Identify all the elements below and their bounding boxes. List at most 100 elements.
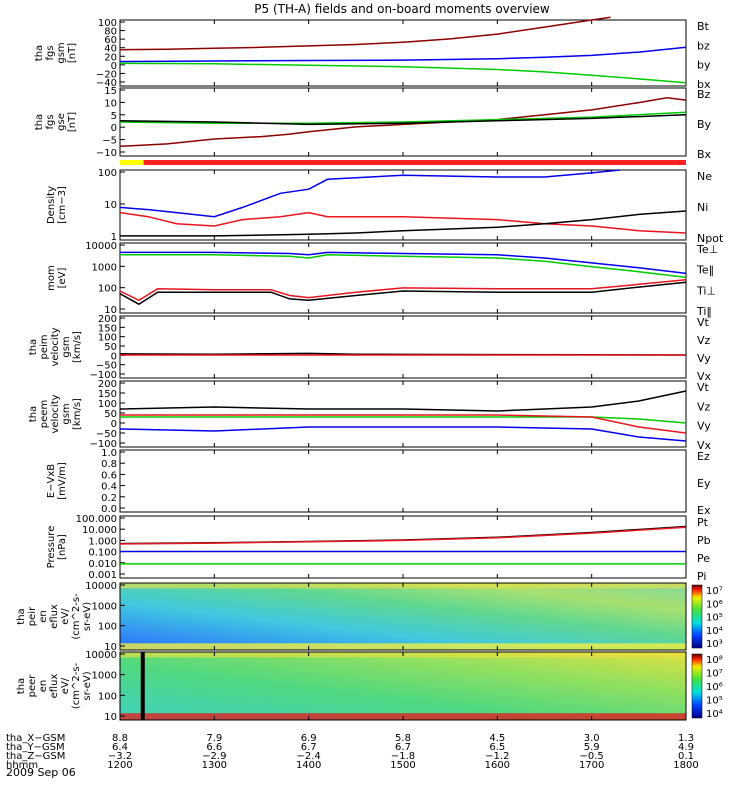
- legend-entry: Ne: [697, 170, 712, 183]
- y-tick-label: 15: [104, 86, 117, 97]
- x-tick-label: 6.9: [301, 733, 317, 744]
- series-bt: [119, 16, 611, 51]
- y-axis-label: sr-eV): [82, 671, 93, 700]
- y-tick-label: 100: [98, 333, 117, 344]
- legend-entry: Ex: [697, 504, 711, 517]
- y-tick-label: −100: [90, 370, 117, 381]
- x-tick-label: 5.8: [395, 733, 411, 744]
- x-row-label: tha_Z−GSM: [6, 751, 65, 762]
- x-tick-label: 4.5: [489, 733, 505, 744]
- y-axis-label: en: [38, 680, 49, 693]
- panel-frame: [119, 169, 687, 241]
- y-tick-label: −20: [96, 69, 117, 80]
- colorbar-tick-label: 10⁴: [706, 709, 723, 720]
- panel-frame: [119, 515, 687, 579]
- y-tick-label: 5: [111, 111, 117, 122]
- series-vy: [120, 416, 687, 424]
- x-tick-label: −2.9: [202, 751, 226, 762]
- y-tick-label: 0.010: [88, 559, 117, 570]
- colorbar-tick-label: 10⁵: [706, 613, 723, 624]
- legend-entry: Bt: [697, 20, 710, 33]
- legend-entry: Vy: [697, 420, 711, 433]
- y-tick-label: 1: [111, 232, 117, 243]
- x-tick-label: −0.5: [580, 751, 604, 762]
- x-tick-label: −3.2: [108, 751, 132, 762]
- y-tick-label: 150: [98, 389, 117, 400]
- y-axis-label: fgs: [45, 45, 56, 60]
- series-npot: [119, 169, 621, 218]
- y-tick-label: −5: [102, 136, 117, 147]
- y-tick-label: 0.001: [88, 570, 117, 581]
- legend-entry: Pb: [697, 534, 711, 547]
- legend-entry: Pt: [697, 516, 709, 529]
- legend-entry: By: [697, 118, 712, 131]
- series-bx: [119, 113, 687, 126]
- legend-entry: by: [697, 59, 711, 72]
- date-label: 2009 Sep 06: [6, 766, 76, 779]
- legend-entry: Vt: [697, 316, 710, 329]
- y-axis-label: tha: [28, 339, 39, 355]
- series-ni: [120, 210, 687, 237]
- y-axis-label: gsm: [56, 42, 67, 63]
- colorbar-tick-label: 10⁵: [706, 696, 723, 707]
- legend-entry: Pi: [697, 570, 706, 583]
- y-axis-label: (cm^2-s-: [71, 593, 82, 640]
- y-axis-label: Pressure: [46, 526, 57, 569]
- x-tick-label: 3.0: [584, 733, 600, 744]
- y-tick-label: 80: [104, 27, 117, 38]
- y-tick-label: 10.000: [82, 525, 117, 536]
- y-tick-label: 100: [98, 284, 117, 295]
- y-axis-label: peim: [39, 334, 50, 359]
- mode-status-bar: [120, 160, 687, 165]
- y-axis-label: peem: [39, 400, 50, 428]
- y-tick-label: −50: [96, 429, 117, 440]
- y-axis-label: peer: [27, 674, 38, 698]
- legend-entry: bz: [697, 39, 710, 52]
- x-row-label: tha_Y−GSM: [6, 742, 65, 753]
- x-tick-label: −1.8: [391, 751, 415, 762]
- series-by: [119, 111, 687, 124]
- y-tick-label: 0.6: [101, 470, 117, 481]
- panel-4: 10000 1000 100 10 mom [eV] Te⊥ Te‖ Ti⊥ Ti‖: [46, 241, 718, 318]
- y-tick-label: 150: [98, 323, 117, 334]
- y-tick-label: 0: [111, 351, 117, 362]
- y-tick-label: 1.000: [88, 536, 117, 547]
- legend-entry: Bz: [697, 88, 711, 101]
- legend-entry: bx: [697, 78, 711, 91]
- y-axis-label: tha: [16, 678, 27, 694]
- y-tick-label: 60: [104, 35, 117, 46]
- y-tick-label: 100.000: [76, 514, 117, 525]
- figure-title: P5 (TH-A) fields and on-board moments ov…: [254, 2, 550, 16]
- x-tick-label: 4.9: [678, 742, 694, 753]
- colorbar: [691, 653, 703, 719]
- y-axis-label: fgs: [45, 114, 56, 129]
- y-axis-label: sr-eV): [82, 602, 93, 631]
- series-ti: [120, 251, 687, 275]
- x-tick-label: 5.9: [584, 742, 600, 753]
- legend-entry: Te⊥: [696, 243, 718, 256]
- y-tick-label: 0.0: [101, 504, 117, 515]
- series-vx: [119, 426, 687, 442]
- legend-entry: Npot: [697, 232, 724, 245]
- y-axis-label: [km/s]: [72, 331, 83, 363]
- colorbar-tick-label: 10⁴: [706, 626, 723, 637]
- colorbar-tick-label: 10⁶: [706, 599, 723, 610]
- legend-entry: Vx: [697, 370, 712, 383]
- y-tick-label: 10000: [85, 650, 117, 661]
- y-axis-label: [nPa]: [57, 534, 68, 560]
- colorbar-tick-label: 10⁷: [706, 586, 723, 597]
- y-tick-label: 100: [98, 18, 117, 29]
- y-axis-label: tha: [34, 45, 45, 61]
- legend-entry: Vz: [697, 334, 711, 347]
- y-axis-label: mom: [46, 265, 57, 291]
- y-tick-label: 10000: [85, 241, 117, 252]
- legend-entry: Vz: [697, 400, 711, 413]
- colorbar: [691, 584, 703, 649]
- y-tick-label: 200: [98, 314, 117, 325]
- panel-3: 100 10 1 Density [cm−3] Ne Ni Npot: [46, 168, 724, 245]
- y-tick-label: −10: [96, 148, 117, 159]
